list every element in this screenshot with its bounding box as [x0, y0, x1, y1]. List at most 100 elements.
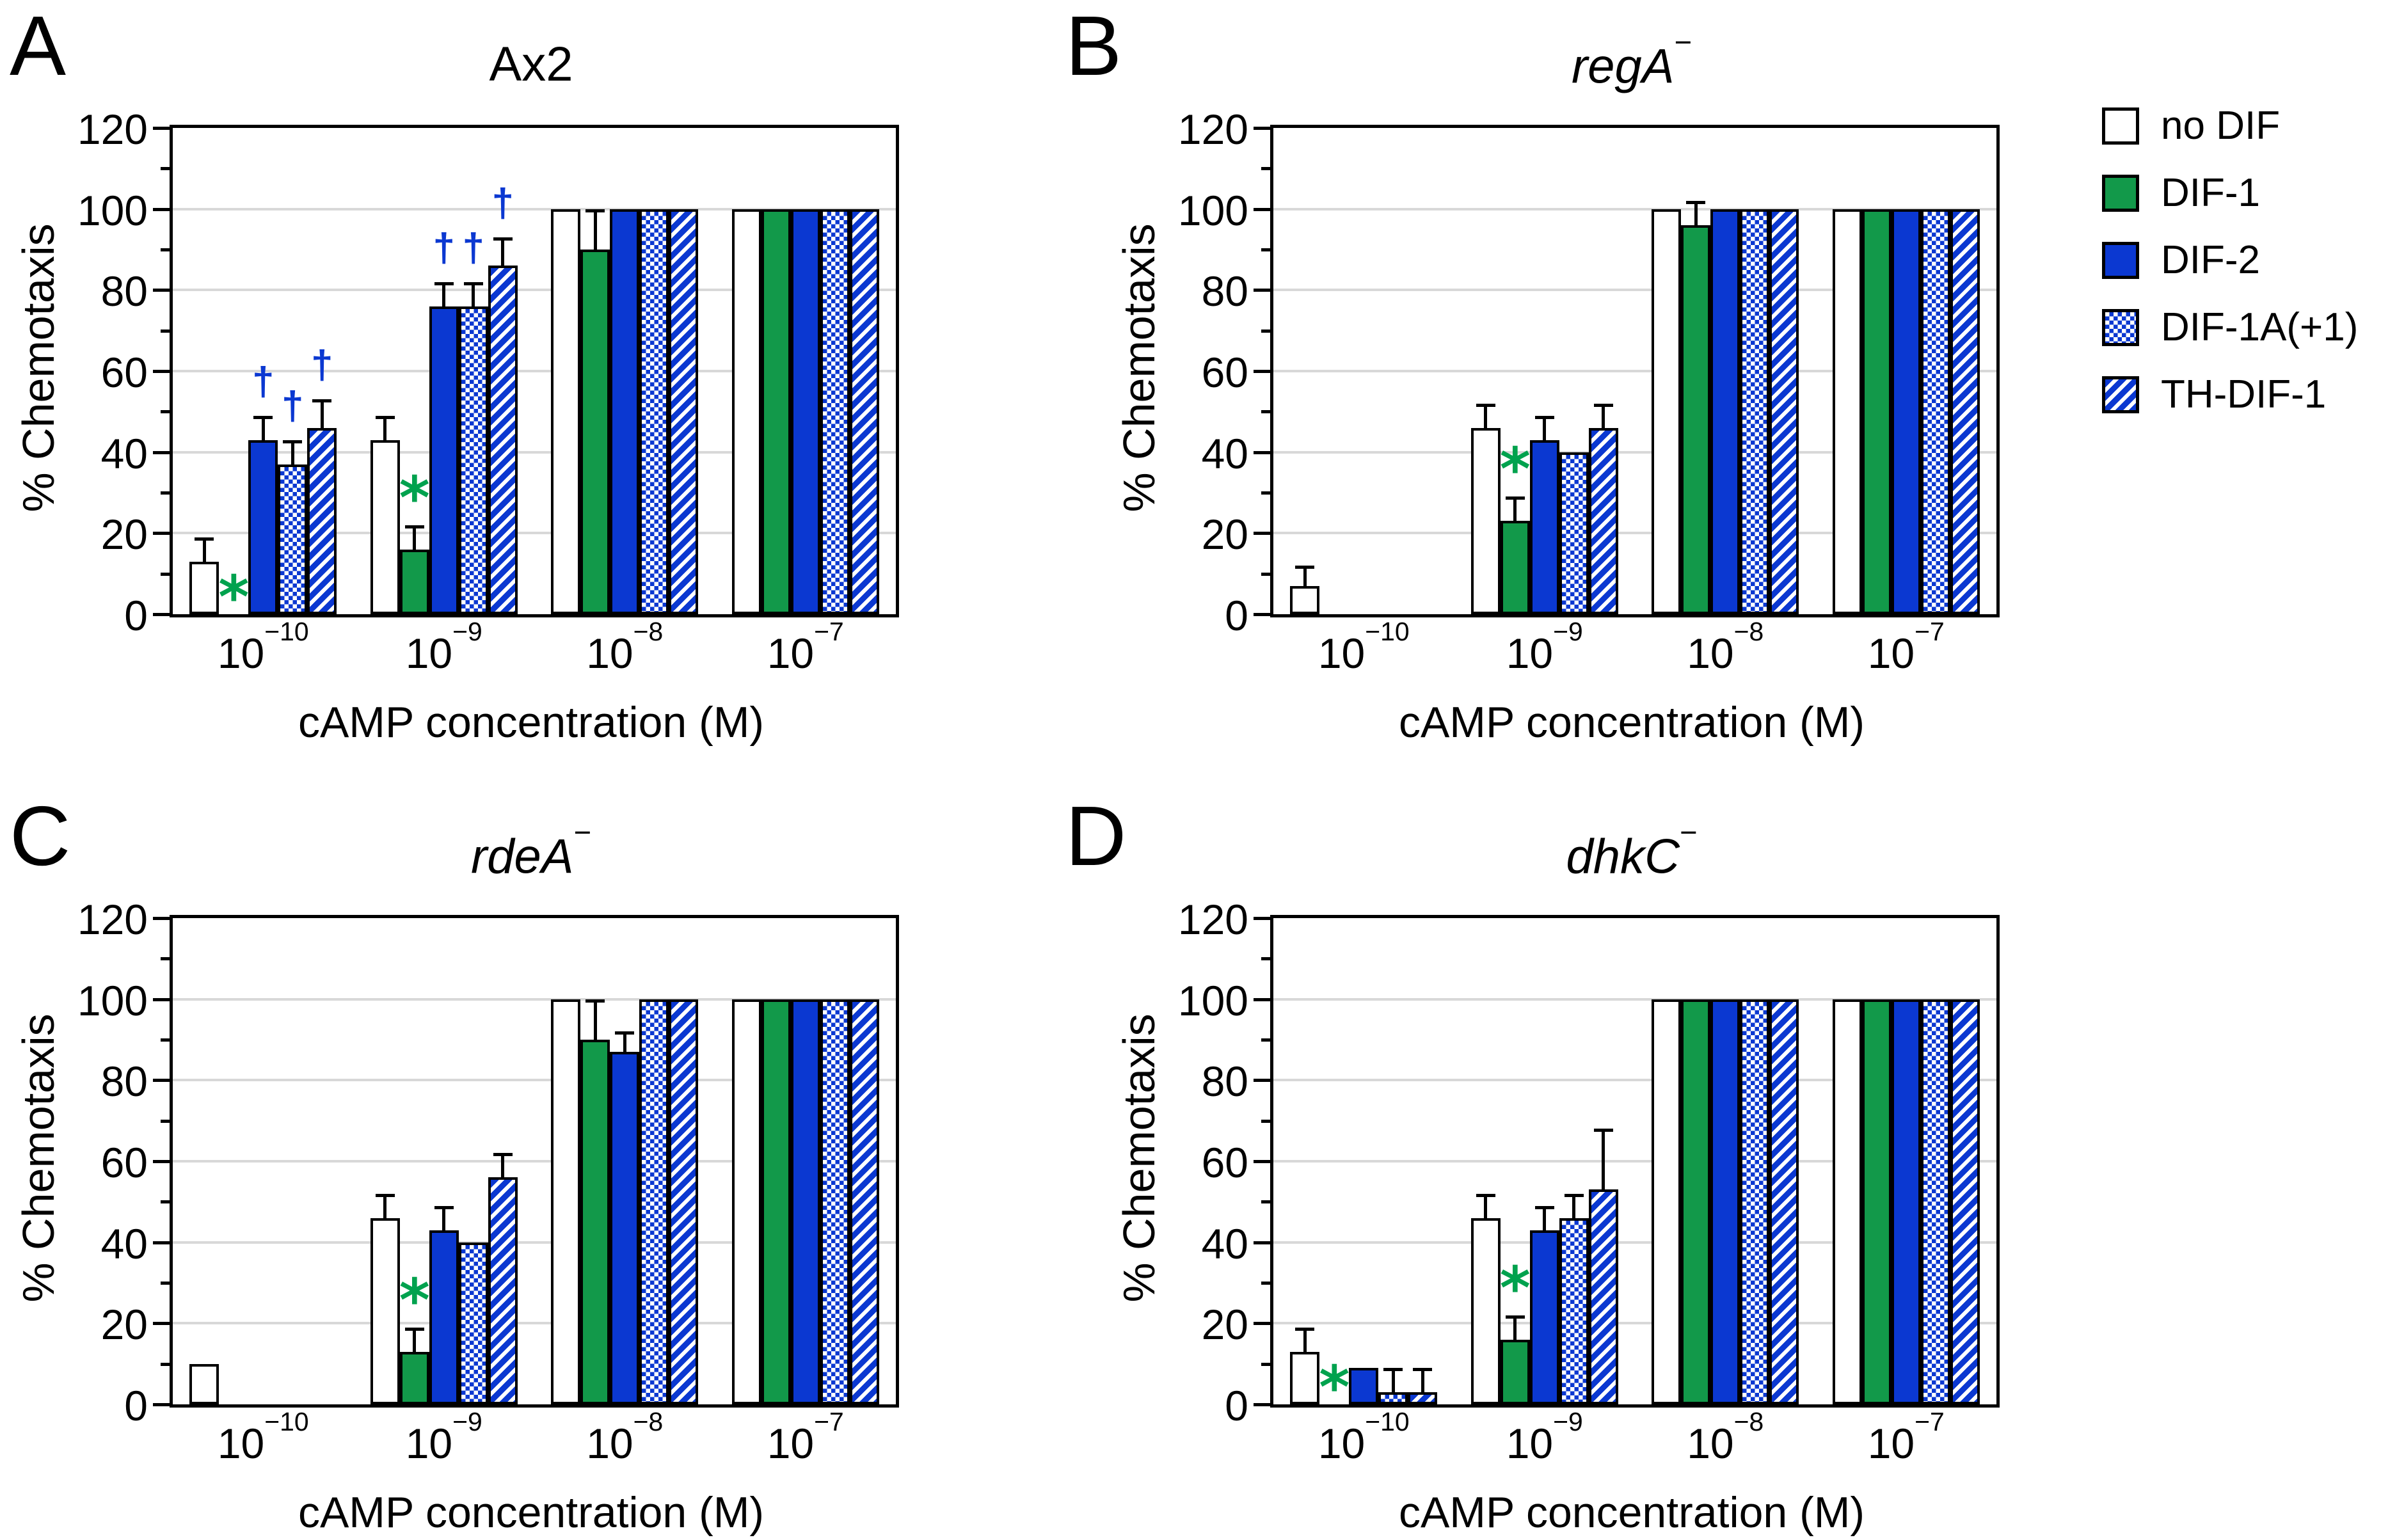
y-tick-label: 100	[77, 186, 148, 234]
error-bar-line	[413, 525, 417, 550]
bar-no-dif	[1652, 999, 1682, 1404]
gridline	[173, 1322, 896, 1325]
gridline	[1273, 289, 1996, 292]
asterisk-significance-mark: *	[1499, 1253, 1531, 1322]
plot-area: *	[170, 915, 899, 1408]
error-bar-line	[1543, 1205, 1547, 1230]
bar-th-dif-1	[1769, 999, 1799, 1404]
y-axis-major-tick	[153, 207, 170, 211]
gridline	[173, 1241, 896, 1244]
bar-dif-1	[1861, 209, 1891, 614]
panel-b: B regA− % Chemotaxis * cAMP concentratio…	[1056, 0, 2381, 790]
y-tick-label: 120	[1177, 896, 1248, 943]
bar-dif-2	[1710, 209, 1740, 614]
error-bar-cap	[404, 1327, 424, 1331]
y-tick-label: 60	[1201, 1139, 1248, 1186]
y-tick-label: 80	[1201, 267, 1248, 315]
legend-swatch-white	[2102, 107, 2139, 145]
panel-a: A Ax2 % Chemotaxis * † † † * † † † cAMP concent…	[0, 0, 1056, 790]
error-bar-line	[501, 237, 505, 266]
y-axis-major-tick	[153, 917, 170, 920]
bar-dif-1a-1-	[1378, 1392, 1408, 1404]
gridline	[1273, 370, 1996, 372]
bar-th-dif-1	[1950, 999, 1980, 1404]
x-tick-label: 10−10	[217, 616, 309, 677]
bar-dif-1a-1-	[458, 1242, 488, 1404]
error-bar-line	[1303, 1327, 1307, 1352]
gridline	[1273, 1079, 1996, 1082]
legend-entry: no DIF	[2102, 104, 2381, 148]
gridline	[1273, 207, 1996, 210]
legend-swatch-blue	[2102, 242, 2139, 279]
y-tick-label: 60	[1201, 349, 1248, 396]
x-tick-label: 10−9	[1506, 1406, 1583, 1467]
y-tick-label: 120	[77, 106, 148, 153]
error-bar-cap	[463, 282, 483, 285]
bar-dif-2	[610, 1052, 640, 1404]
error-bar-line	[623, 1031, 626, 1052]
error-bar-cap	[1295, 566, 1315, 569]
gridline	[173, 997, 896, 1001]
x-axis-label: cAMP concentration (M)	[298, 698, 765, 747]
y-axis-minor-tick	[161, 1119, 170, 1123]
bar-dif-2	[248, 440, 278, 614]
error-bar-cap	[404, 525, 424, 528]
bar-dif-2	[1891, 209, 1921, 614]
y-tick-label: 40	[1201, 1219, 1248, 1267]
y-tick-label: 60	[100, 349, 148, 396]
x-tick-label: 10−7	[767, 1406, 844, 1467]
y-axis-minor-tick	[161, 410, 170, 414]
error-bar-line	[383, 415, 387, 440]
error-bar-line	[202, 537, 206, 562]
error-bar-line	[1694, 201, 1698, 225]
bar-dif-1	[1500, 521, 1530, 614]
y-tick-label: 40	[100, 429, 148, 477]
error-bar-cap	[253, 415, 273, 419]
bar-th-dif-1	[307, 427, 337, 614]
bar-no-dif	[1470, 1218, 1501, 1404]
x-tick-label: 10−9	[405, 616, 482, 677]
gridline	[1273, 1241, 1996, 1244]
y-tick-label: 0	[1225, 592, 1248, 639]
bar-dif-1	[1681, 999, 1711, 1404]
error-bar-line	[1484, 1193, 1488, 1218]
bar-no-dif	[1832, 209, 1862, 614]
error-bar-line	[1513, 496, 1517, 521]
y-axis-minor-tick	[161, 1200, 170, 1204]
error-bar-line	[291, 440, 294, 464]
legend-label: DIF-1	[2161, 171, 2260, 215]
error-bar-line	[1513, 1315, 1517, 1340]
y-axis-major-tick	[1254, 127, 1270, 130]
bar-dif-2	[610, 209, 640, 614]
bar-th-dif-1	[1769, 209, 1799, 614]
gridline	[1273, 997, 1996, 1001]
error-bar-line	[593, 209, 597, 250]
legend-label: no DIF	[2161, 104, 2281, 148]
error-bar-line	[1572, 1193, 1576, 1218]
error-bar-cap	[375, 1193, 395, 1197]
bar-th-dif-1	[1950, 209, 1980, 614]
y-axis-minor-tick	[1261, 248, 1270, 251]
bar-th-dif-1	[669, 999, 699, 1404]
x-tick-label: 10−10	[1318, 616, 1410, 677]
asterisk-significance-mark: *	[1499, 435, 1531, 504]
y-axis-minor-tick	[161, 1362, 170, 1366]
y-axis-major-tick	[153, 450, 170, 454]
error-bar-cap	[493, 237, 513, 241]
legend-swatch-green	[2102, 175, 2139, 212]
y-axis-minor-tick	[1261, 1282, 1270, 1285]
bar-dif-1a-1-	[458, 306, 488, 614]
gridline	[1273, 532, 1996, 535]
dagger-significance-mark: †	[311, 343, 333, 388]
y-tick-label: 0	[124, 1382, 148, 1429]
error-bar-line	[1484, 403, 1488, 428]
y-tick-label: 100	[77, 976, 148, 1024]
y-tick-label: 80	[100, 1058, 148, 1106]
bar-dif-2	[1710, 999, 1740, 1404]
bar-no-dif	[189, 1363, 219, 1404]
x-tick-label: 10−10	[217, 1406, 309, 1467]
x-tick-label: 10−8	[1687, 616, 1764, 677]
y-axis-minor-tick	[161, 491, 170, 495]
bar-dif-2	[1349, 1368, 1379, 1404]
x-tick-label: 10−8	[586, 616, 664, 677]
